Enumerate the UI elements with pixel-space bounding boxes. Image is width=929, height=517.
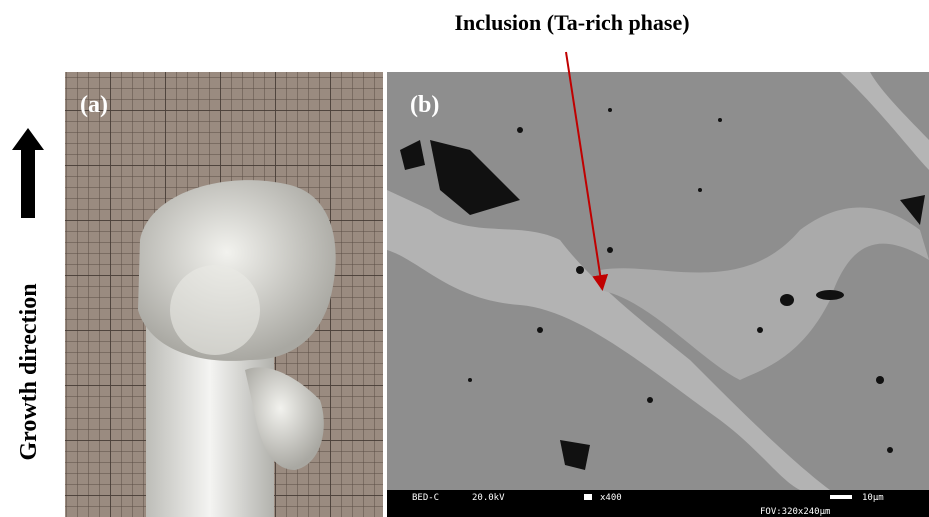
growth-arrow [12,128,44,218]
sem-fov: FOV:320x240μm [760,507,830,517]
growth-label: Growth direction [16,283,42,460]
sem-scale: 10μm [862,493,884,503]
panel-label: (a) [80,92,108,118]
sem-magnification: x400 [600,493,622,503]
annotation: Inclusion (Ta-rich phase) [454,10,689,35]
panel-a: (a) [65,72,383,517]
panel-b: BED-C 20.0kV x400 10μm FOV:320x240μm (b) [387,72,929,517]
sem-detector: BED-C [412,493,439,503]
panel-label: (b) [410,92,439,118]
figure: Inclusion (Ta-rich phase) Growth directi… [0,0,929,517]
sem-voltage: 20.0kV [472,493,505,503]
